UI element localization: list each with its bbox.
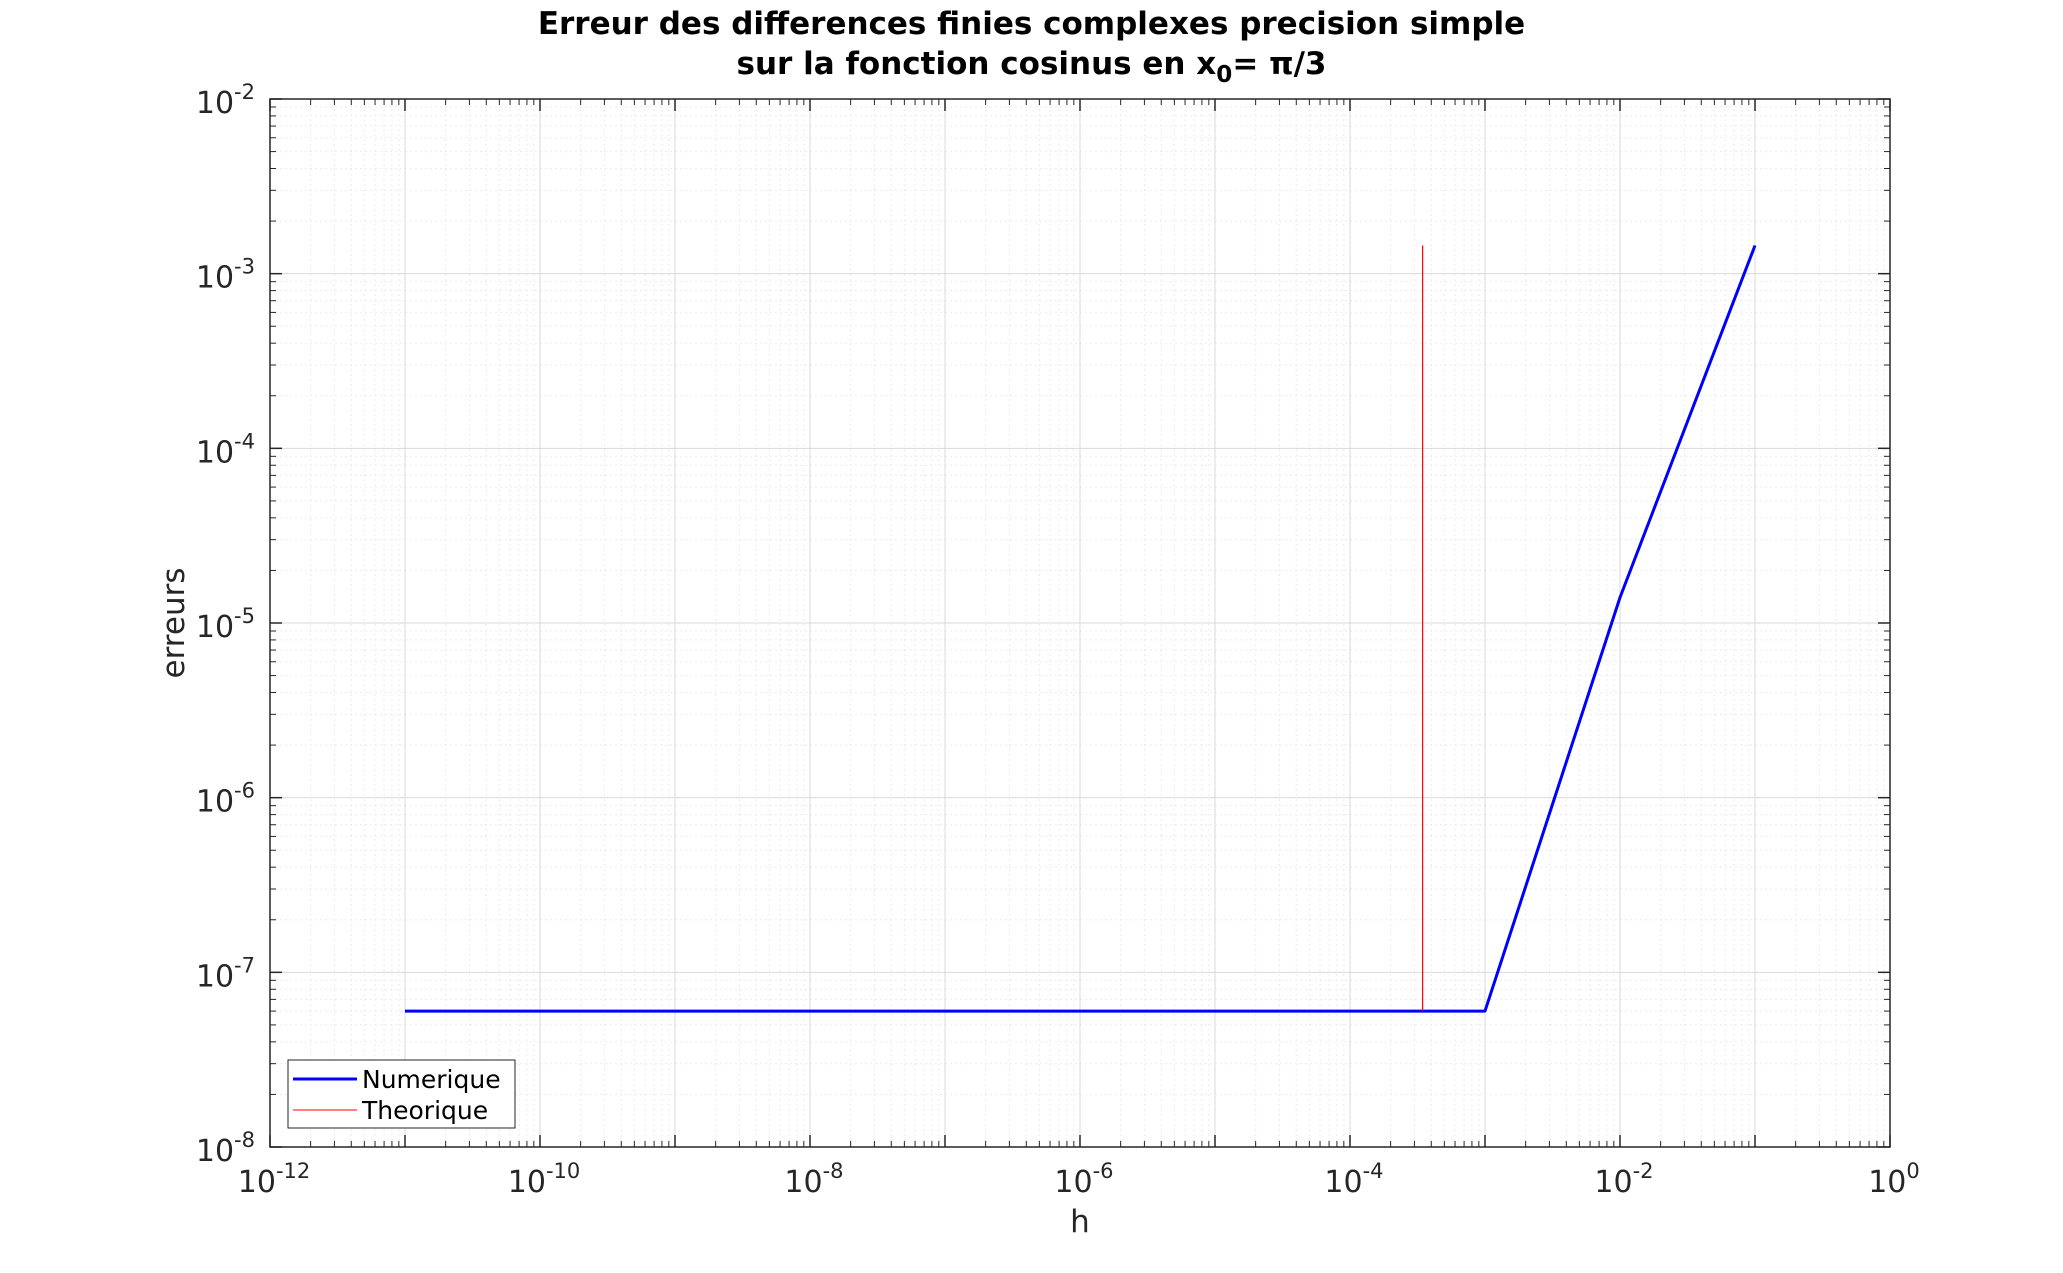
x-tick-base: 10 [508,1165,546,1200]
x-tick-base: 10 [1594,1165,1632,1200]
x-tick-exponent: -2 [1633,1159,1654,1183]
x-tick-base: 10 [784,1165,822,1200]
legend: Numerique Theorique [287,1059,516,1129]
chart-title-line-1: Erreur des differences finies complexes … [537,6,1526,42]
y-tick-exponent: -5 [234,604,255,628]
y-axis-label: erreurs [156,568,192,679]
y-tick-base: 10 [196,785,234,820]
x-tick-label: 100 [1868,1159,1920,1200]
series-line-numerique [405,244,1757,1013]
y-tick-exponent: -6 [234,779,255,803]
title-prefix: sur la fonction cosinus en x [736,46,1217,82]
y-tick-label: 10-3 [196,255,255,296]
legend-label-numerique: Numerique [362,1065,501,1094]
y-tick-base: 10 [196,86,234,121]
x-tick-base: 10 [238,1165,276,1200]
y-tick-base: 10 [196,610,234,645]
x-tick-base: 10 [1324,1165,1362,1200]
y-tick-label: 10-8 [196,1128,255,1169]
x-tick-exponent: -8 [823,1159,844,1183]
x-tick-base: 10 [1868,1165,1906,1200]
y-tick-exponent: -4 [234,429,255,453]
x-tick-exponent: -12 [276,1159,310,1183]
chart-title-line-2: sur la fonction cosinus en x0= π/3 [0,44,2063,87]
y-tick-label: 10-6 [196,779,255,820]
y-tick-labels: 10-810-710-610-510-410-310-2 [196,80,255,1169]
x-tick-exponent: -10 [546,1159,580,1183]
y-tick-label: 10-7 [196,953,255,994]
x-tick-labels: 10-12 10-10 10-8 10-6 10-4 10-2 100 [238,1159,1920,1200]
x-tick-label: 10-4 [1324,1159,1383,1200]
legend-box [287,1059,516,1129]
y-tick-label: 10-5 [196,604,255,645]
y-tick-exponent: -3 [234,255,255,279]
x-axis-label: h [1070,1204,1090,1240]
y-tick-exponent: -2 [234,80,255,104]
series-layer [405,244,1757,1013]
y-tick-base: 10 [196,435,234,470]
x-tick-label: 10-12 [238,1159,311,1200]
y-tick-base: 10 [196,959,234,994]
y-tick-base: 10 [196,261,234,296]
x-tick-label: 10-6 [1054,1159,1113,1200]
legend-label-theorique: Theorique [361,1096,488,1125]
major-grid [269,98,1891,1148]
y-tick-label: 10-4 [196,429,255,470]
x-tick-label: 10-10 [508,1159,581,1200]
x-tick-label: 10-8 [784,1159,843,1200]
tick-marks [269,98,1891,1148]
x-tick-base: 10 [1054,1165,1092,1200]
title-subscript: 0 [1216,62,1233,88]
x-tick-exponent: 0 [1906,1159,1919,1183]
y-tick-label: 10-2 [196,80,255,121]
x-tick-exponent: -4 [1363,1159,1384,1183]
y-tick-base: 10 [196,1134,234,1169]
x-tick-exponent: -6 [1093,1159,1114,1183]
title-suffix: = π/3 [1232,46,1327,82]
x-tick-label: 10-2 [1594,1159,1653,1200]
y-tick-exponent: -7 [234,953,255,977]
chart-title: Erreur des differences finies complexes … [0,4,2063,87]
y-tick-exponent: -8 [234,1128,255,1152]
